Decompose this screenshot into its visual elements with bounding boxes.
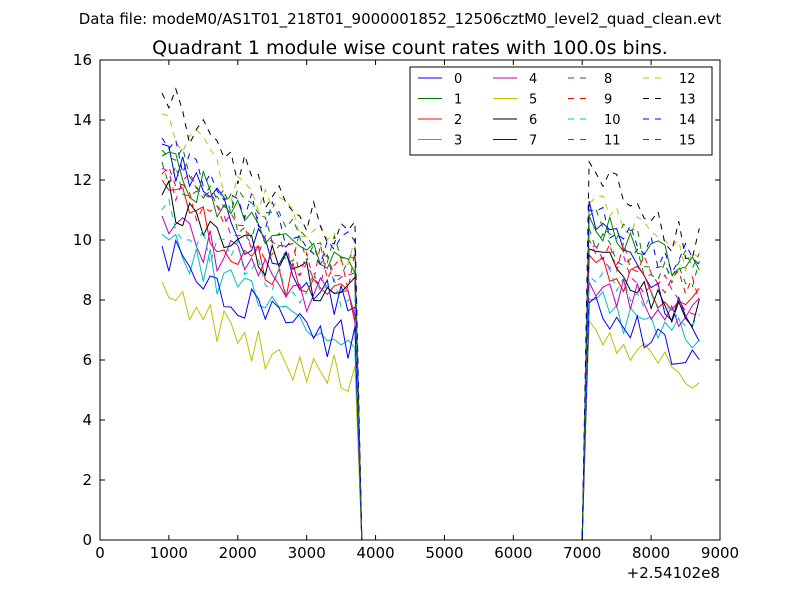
x-tick-label: 4000 xyxy=(356,544,394,562)
legend-label-15: 15 xyxy=(679,134,696,149)
x-tick-label: 9000 xyxy=(701,544,739,562)
legend-label-10: 10 xyxy=(604,113,621,128)
legend-label-7: 7 xyxy=(529,134,537,149)
y-tick-label: 16 xyxy=(73,51,92,69)
x-tick-label: 1000 xyxy=(150,544,188,562)
y-tick-label: 6 xyxy=(82,351,92,369)
x-axis-offset-label: +2.54102e8 xyxy=(627,564,720,582)
legend-label-6: 6 xyxy=(529,113,537,128)
y-tick-label: 10 xyxy=(73,231,92,249)
legend-box xyxy=(409,66,713,156)
legend-label-14: 14 xyxy=(679,113,696,128)
y-tick-label: 8 xyxy=(82,291,92,309)
series-line-9 xyxy=(161,166,700,541)
series-layer xyxy=(161,87,700,541)
legend-label-11: 11 xyxy=(604,134,621,149)
series-line-2 xyxy=(161,179,700,541)
chart-title: Quadrant 1 module wise count rates with … xyxy=(152,37,668,59)
y-tick-label: 2 xyxy=(82,471,92,489)
x-tick-label: 5000 xyxy=(425,544,463,562)
legend-label-5: 5 xyxy=(529,93,537,108)
x-tick-label: 6000 xyxy=(494,544,532,562)
series-line-6 xyxy=(161,179,700,541)
x-tick-label: 2000 xyxy=(219,544,257,562)
legend-label-13: 13 xyxy=(679,93,696,108)
series-line-1 xyxy=(161,151,700,541)
y-tick-label: 12 xyxy=(73,171,92,189)
y-tick-label: 4 xyxy=(82,411,92,429)
series-line-10 xyxy=(161,198,700,541)
y-tick-label: 14 xyxy=(73,111,92,129)
x-tick-label: 3000 xyxy=(288,544,326,562)
series-line-4 xyxy=(161,215,700,541)
series-line-15 xyxy=(161,146,700,541)
legend-label-3: 3 xyxy=(454,134,462,149)
axis-ticks: 0 1000 2000 3000 4000 5000 6000 7000 8000 9000 0 2 4… xyxy=(73,51,739,562)
series-line-5 xyxy=(161,281,700,541)
legend-label-4: 4 xyxy=(529,72,537,87)
legend-label-12: 12 xyxy=(679,72,696,87)
series-line-13 xyxy=(161,87,700,541)
legend-label-0: 0 xyxy=(454,72,462,87)
legend-label-2: 2 xyxy=(454,113,462,128)
x-tick-label: 8000 xyxy=(632,544,670,562)
y-tick-label: 0 xyxy=(82,531,92,549)
series-line-3 xyxy=(161,233,700,541)
figure-suptitle: Data file: modeM0/AS1T01_218T01_90000018… xyxy=(79,10,722,29)
legend-label-1: 1 xyxy=(454,93,462,108)
legend-label-8: 8 xyxy=(604,72,612,87)
legend-label-9: 9 xyxy=(604,93,612,108)
x-tick-label: 7000 xyxy=(563,544,601,562)
x-tick-label: 0 xyxy=(95,544,105,562)
series-line-7 xyxy=(161,238,700,541)
